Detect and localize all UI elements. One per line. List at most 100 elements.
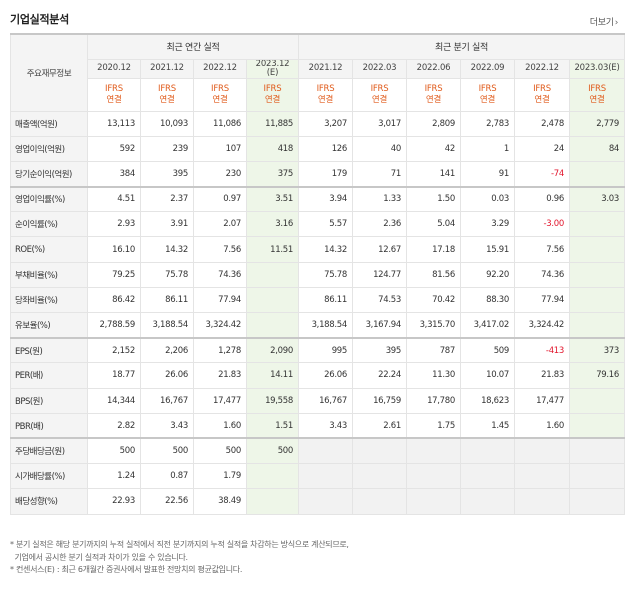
annual-value-cell: 230 xyxy=(193,160,247,188)
quarter-value-cell xyxy=(352,463,408,490)
annual-value-cell: 3.16 xyxy=(245,211,300,238)
annual-value-cell: 592 xyxy=(87,135,141,162)
quarter-value-cell: 395 xyxy=(352,336,408,364)
quarter-value-cell: 3.43 xyxy=(298,412,354,439)
quarter-value-cell: 0.03 xyxy=(460,185,516,213)
quarter-value-cell: 1.75 xyxy=(406,412,462,439)
quarter-value-cell: 3,188.54 xyxy=(298,311,354,339)
quarter-value-cell xyxy=(569,463,626,490)
annual-value-cell xyxy=(245,488,300,515)
estimate-marker: (E) xyxy=(608,63,620,73)
annual-value-cell: 1,278 xyxy=(193,336,247,364)
annual-value-cell: 21.83 xyxy=(193,362,247,389)
consolidated-label: 연결 xyxy=(371,94,388,105)
financial-summary-table: 주요재무정보 최근 연간 실적 최근 분기 실적 2020.12 2021.12 2… xyxy=(10,33,626,515)
annual-value-cell: 19,558 xyxy=(245,387,300,414)
annual-value-cell: 2.93 xyxy=(87,211,141,238)
quarter-value-cell: 11.30 xyxy=(406,362,462,389)
consolidated-label: 연결 xyxy=(425,94,442,105)
quarter-value-cell: 0.96 xyxy=(514,185,571,213)
table-row: 순이익률(%) 2.93 3.91 2.07 3.16 5.57 2.36 5.04 3.29-… xyxy=(10,211,626,238)
table-row: 영업이익률(%) 4.51 2.37 0.97 3.51 3.94 1.33 1.50 0.03… xyxy=(10,185,626,213)
annual-value-cell: 7.56 xyxy=(193,236,247,263)
quarter-value-cell xyxy=(298,437,354,465)
quarter-value-cell: 12.67 xyxy=(352,236,408,263)
quarter-value-cell: 74.36 xyxy=(514,261,571,288)
annual-value-cell: 239 xyxy=(140,135,194,162)
annual-value-cell: 4.51 xyxy=(87,185,141,213)
ifrs-label: IFRS xyxy=(588,83,606,94)
quarter-value-cell: 40 xyxy=(352,135,408,162)
section-title: 기업실적분석 xyxy=(10,13,69,26)
table-row: 시가배당률(%) 1.24 0.87 1.79 xyxy=(10,463,626,490)
quarter-value-cell: 3,207 xyxy=(298,110,354,137)
annual-value-cell: 11,086 xyxy=(193,110,247,137)
quarter-value-cell: 2,783 xyxy=(460,110,516,137)
quarter-group-header: 최근 분기 실적 xyxy=(298,33,626,60)
quarter-value-cell xyxy=(569,387,626,414)
quarter-value-cell: 1.60 xyxy=(514,412,571,439)
table-row: 매출액(억원) 13,113 10,093 11,086 11,885 3,207 3,01… xyxy=(10,110,626,137)
consolidated-label: 연결 xyxy=(317,94,334,105)
quarter-value-cell xyxy=(514,463,571,490)
annual-value-cell: 14.32 xyxy=(140,236,194,263)
quarter-value-cell: 86.11 xyxy=(298,286,354,314)
row-label: 부채비율(%) xyxy=(10,261,88,288)
table-row: PER(배) 18.77 26.06 21.83 14.11 26.06 22.24 11.3… xyxy=(10,362,626,389)
annual-value-cell: 2,090 xyxy=(245,336,300,364)
annual-value-cell: 2,206 xyxy=(140,336,194,364)
period-header: 2020.12 xyxy=(87,58,141,79)
period-label: 2023.03 xyxy=(574,63,609,73)
annual-value-cell: 74.36 xyxy=(193,261,247,288)
quarter-value-cell: 373 xyxy=(569,336,626,364)
quarter-value-cell xyxy=(569,311,626,339)
quarter-value-cell xyxy=(569,286,626,314)
ifrs-badge: IFRS 연결 xyxy=(460,77,516,112)
ifrs-badge: IFRS 연결 xyxy=(87,77,141,112)
period-header: 2022.12 xyxy=(193,58,247,79)
quarter-value-cell xyxy=(352,437,408,465)
quarter-value-cell xyxy=(569,211,626,238)
quarter-value-cell: 1.50 xyxy=(406,185,462,213)
row-label: 시가배당률(%) xyxy=(10,463,88,490)
quarter-value-cell: 2,478 xyxy=(514,110,571,137)
period-header: 2021.12 xyxy=(298,58,354,79)
quarter-value-cell: 3.94 xyxy=(298,185,354,213)
row-label: 배당성향(%) xyxy=(10,488,88,515)
consolidated-label: 연결 xyxy=(479,94,496,105)
more-link[interactable]: 더보기› xyxy=(589,15,619,28)
quarter-value-cell xyxy=(569,488,626,515)
quarter-value-cell: 24 xyxy=(514,135,571,162)
consolidated-label: 연결 xyxy=(106,94,122,105)
quarter-value-cell: 10.07 xyxy=(460,362,516,389)
annual-value-cell: 500 xyxy=(140,437,194,465)
annual-value-cell: 22.93 xyxy=(87,488,141,515)
quarter-value-cell xyxy=(569,261,626,288)
table-row: 당좌비율(%) 86.42 86.11 77.94 86.11 74.53 70.42 88.… xyxy=(10,286,626,314)
quarter-value-cell xyxy=(298,463,354,490)
more-label: 더보기 xyxy=(589,18,614,28)
quarter-value-cell: 16,759 xyxy=(352,387,408,414)
period-label: 2021.12 xyxy=(150,63,184,73)
ifrs-label: IFRS xyxy=(158,83,176,94)
quarter-value-cell: 1.33 xyxy=(352,185,408,213)
annual-value-cell: 1.51 xyxy=(245,412,300,439)
annual-value-cell: 2.82 xyxy=(87,412,141,439)
ifrs-badge: IFRS 연결 xyxy=(406,77,462,112)
quarter-value-cell xyxy=(460,488,516,515)
annual-value-cell: 500 xyxy=(193,437,247,465)
quarter-value-cell: 17,477 xyxy=(514,387,571,414)
annual-value-cell: 384 xyxy=(87,160,141,188)
ifrs-badge: IFRS 연결 xyxy=(352,77,408,112)
ifrs-badge: IFRS 연결 xyxy=(514,77,571,112)
quarter-value-cell xyxy=(514,488,571,515)
footnote-line: 기업에서 공시한 분기 실적과 차이가 있을 수 있습니다. xyxy=(10,552,188,562)
quarter-value-cell: 74.53 xyxy=(352,286,408,314)
quarter-value-cell: 17.18 xyxy=(406,236,462,263)
annual-value-cell: 3,188.54 xyxy=(140,311,194,339)
row-label: ROE(%) xyxy=(10,236,88,263)
ifrs-label: IFRS xyxy=(263,83,282,94)
annual-value-cell xyxy=(245,286,300,314)
quarter-value-cell xyxy=(569,236,626,263)
consolidated-label: 연결 xyxy=(212,94,228,105)
